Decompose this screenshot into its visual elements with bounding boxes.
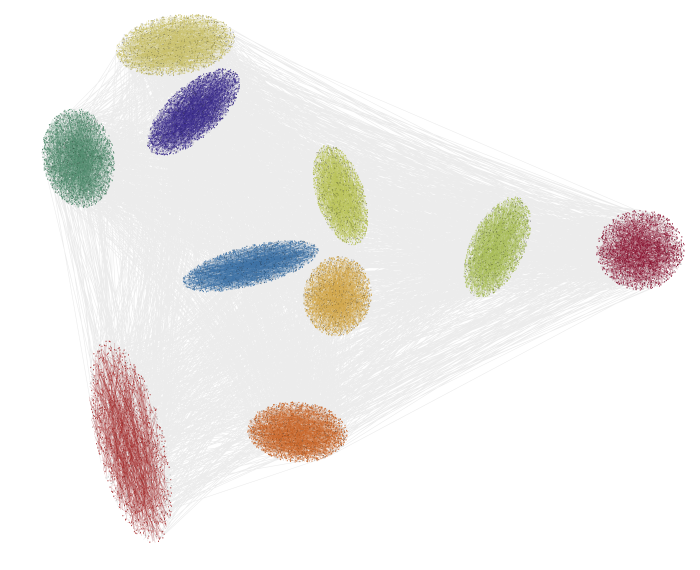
cluster-red-mesh — [88, 340, 172, 543]
cluster-crimson — [596, 209, 685, 291]
cluster-lime-right — [463, 196, 531, 298]
cluster-indigo — [147, 68, 240, 156]
cluster-nodes — [463, 196, 531, 298]
cluster-shading — [248, 403, 346, 463]
cluster-nodes — [596, 209, 685, 291]
cluster-nodes — [90, 340, 172, 543]
cluster-nodes — [42, 108, 115, 208]
cluster-shading — [147, 68, 239, 155]
cluster-pale-yellow — [115, 14, 235, 77]
cluster-internal-edges — [182, 240, 318, 292]
cluster-nodes — [116, 14, 235, 77]
cluster-steel-blue — [182, 240, 319, 293]
cluster-shading — [182, 240, 318, 292]
cluster-orange — [247, 401, 348, 463]
cluster-layer — [41, 14, 685, 543]
cluster-nodes — [147, 68, 240, 156]
cluster-shading — [302, 255, 372, 336]
cluster-shading — [598, 212, 683, 290]
cluster-shading — [89, 344, 172, 538]
cluster-nodes — [183, 240, 319, 293]
cluster-nodes — [312, 145, 369, 246]
cluster-shading — [313, 145, 368, 245]
cluster-lime-center — [312, 145, 369, 246]
cluster-shading — [117, 15, 235, 77]
cluster-shading — [41, 110, 115, 208]
cluster-shading — [464, 197, 531, 298]
cluster-gold — [302, 255, 372, 337]
cluster-teal — [41, 108, 115, 208]
cluster-nodes — [303, 256, 372, 337]
cluster-nodes — [247, 401, 348, 463]
